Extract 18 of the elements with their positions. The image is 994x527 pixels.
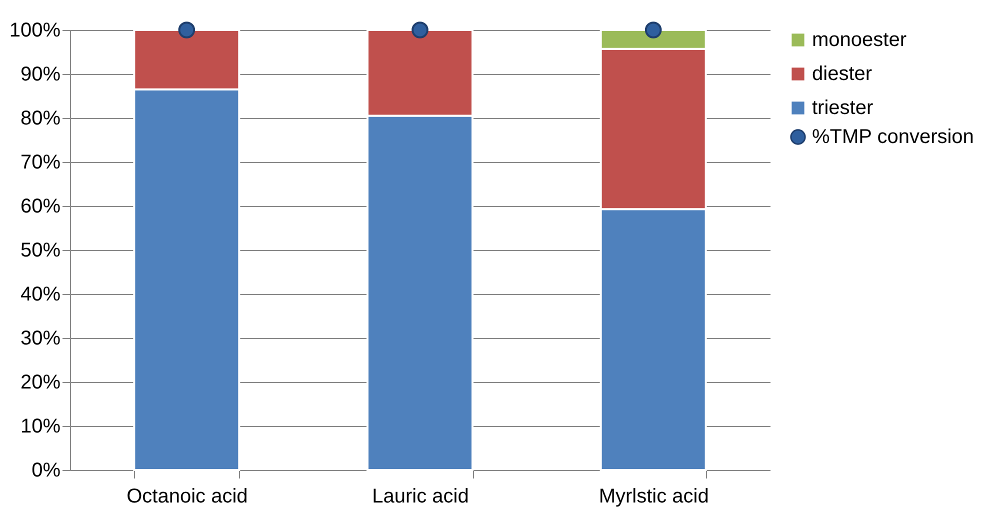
y-tick-label: 70% [20,152,61,174]
y-tick-label: 80% [20,108,61,130]
y-tick-label: 100% [9,20,61,42]
x-tick-label: Octanoic acid [126,486,248,508]
y-tick-label: 90% [20,64,61,86]
legend-label: monoester [812,29,907,51]
y-tick-label: 10% [20,416,61,438]
x-tick-label: Myrlstic acid [598,486,709,508]
legend-label: diester [812,63,872,85]
y-tick-label: 50% [20,240,61,262]
y-tick-label: 20% [20,372,61,394]
y-tick-label: 30% [20,328,61,350]
y-tick-label: 60% [20,196,61,218]
legend-label: triester [812,97,874,119]
y-tick-label: 0% [32,460,61,482]
x-tick-label: Lauric acid [372,486,469,508]
y-tick-label: 40% [20,284,61,306]
legend-label: %TMP conversion [812,126,974,148]
